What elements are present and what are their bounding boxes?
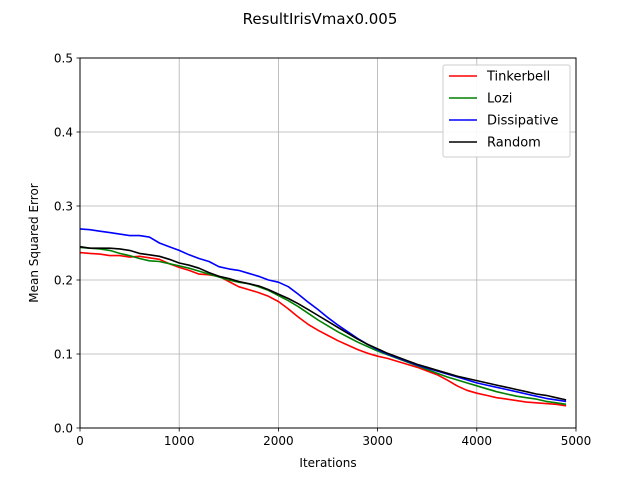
legend-box xyxy=(442,64,571,158)
series-line-tinkerbell xyxy=(79,251,567,407)
series-line-random xyxy=(79,245,567,401)
legend-label-random: Random xyxy=(487,136,541,151)
legend-label-tinkerbell: Tinkerbell xyxy=(486,70,550,85)
x-tick-label: 1000 xyxy=(164,434,195,448)
series-line-lozi xyxy=(79,246,567,406)
legend-label-dissipative: Dissipative xyxy=(487,114,558,129)
x-tick-label: 4000 xyxy=(462,434,493,448)
x-tick-label: 5000 xyxy=(561,434,592,448)
y-tick-label: 0.0 xyxy=(54,422,73,436)
x-axis-label: Iterations xyxy=(299,456,356,470)
y-tick-label: 0.5 xyxy=(54,52,73,66)
x-tick-label: 3000 xyxy=(362,434,393,448)
series-lines xyxy=(79,228,567,407)
y-tick-label: 0.3 xyxy=(54,200,73,214)
plot-frame xyxy=(79,57,577,429)
chart-title: ResultIrisVmax0.005 xyxy=(243,10,398,28)
legend-label-lozi: Lozi xyxy=(487,92,512,107)
y-tick-label: 0.1 xyxy=(54,348,73,362)
series-line-dissipative xyxy=(79,228,567,403)
x-tick-label: 2000 xyxy=(263,434,294,448)
y-tick-label: 0.2 xyxy=(54,274,73,288)
y-tick-label: 0.4 xyxy=(54,126,73,140)
axis-ticks: 0 1000 2000 3000 4000 5000 0.0 0.1 0.2 0.3 0.4 0.5 xyxy=(54,52,591,449)
legend: Tinkerbell Lozi Dissipative Random xyxy=(442,64,571,158)
x-tick-label: 0 xyxy=(76,434,84,448)
y-axis-label: Mean Squared Error xyxy=(27,183,41,303)
